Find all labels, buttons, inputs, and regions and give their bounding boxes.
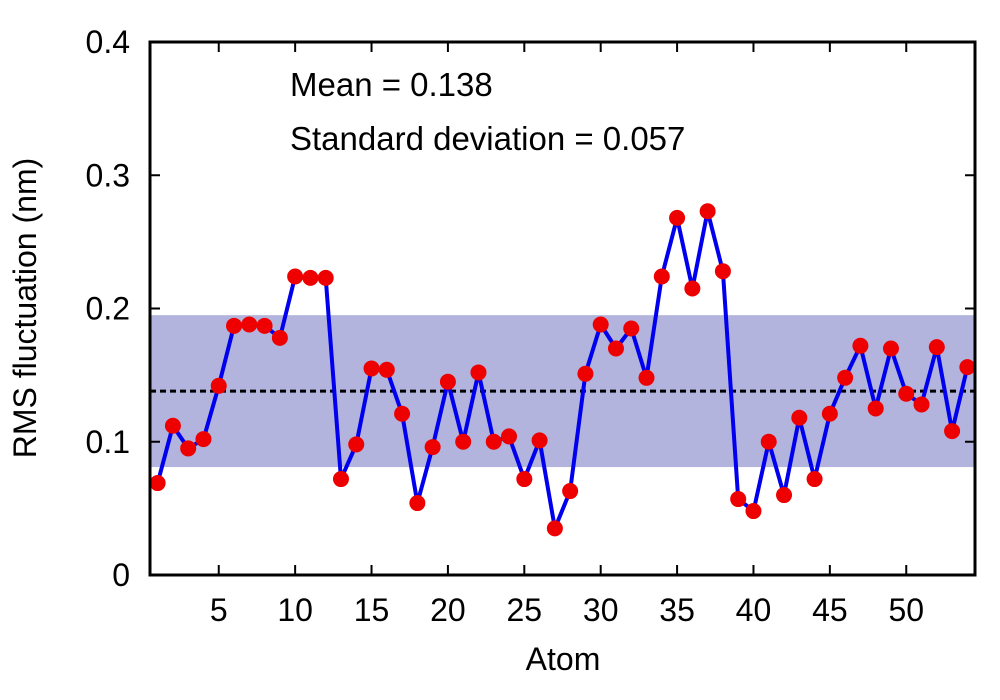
data-point — [806, 471, 823, 488]
data-point — [669, 209, 686, 226]
data-point — [287, 268, 304, 285]
data-point — [928, 339, 945, 356]
data-point — [867, 400, 884, 417]
data-point — [317, 269, 334, 286]
series-layer — [149, 203, 976, 537]
data-point — [714, 263, 731, 280]
y-tick-label: 0 — [112, 557, 130, 593]
data-point — [241, 316, 258, 333]
data-point — [852, 337, 869, 354]
std-annotation: Standard deviation = 0.057 — [290, 120, 685, 157]
data-point — [271, 329, 288, 346]
data-point — [653, 268, 670, 285]
data-point — [210, 377, 227, 394]
data-point — [730, 491, 747, 508]
y-tick-label: 0.1 — [86, 424, 130, 460]
x-tick-label: 45 — [812, 592, 848, 628]
data-point — [180, 440, 197, 457]
data-point — [378, 361, 395, 378]
data-point — [898, 385, 915, 402]
data-point — [577, 365, 594, 382]
x-tick-label: 40 — [736, 592, 772, 628]
y-axis-title: RMS fluctuation (nm) — [7, 158, 43, 459]
x-tick-label: 5 — [210, 592, 228, 628]
x-tick-label: 20 — [430, 592, 466, 628]
data-point — [745, 503, 762, 520]
data-point — [776, 487, 793, 504]
data-point — [791, 409, 808, 426]
data-point — [363, 360, 380, 377]
data-point — [699, 203, 716, 220]
x-tick-label: 15 — [354, 592, 390, 628]
data-point — [409, 495, 426, 512]
data-point — [164, 417, 181, 434]
data-point — [882, 340, 899, 357]
data-point — [531, 432, 548, 449]
x-tick-label: 30 — [583, 592, 619, 628]
data-point — [501, 428, 518, 445]
data-point — [149, 475, 166, 492]
data-point — [837, 369, 854, 386]
data-point — [470, 364, 487, 381]
data-point — [256, 317, 273, 334]
data-point — [348, 436, 365, 453]
x-tick-label: 35 — [659, 592, 695, 628]
data-point — [516, 471, 533, 488]
y-tick-label: 0.4 — [86, 24, 130, 60]
data-point — [607, 340, 624, 357]
y-tick-label: 0.3 — [86, 157, 130, 193]
x-tick-label: 50 — [888, 592, 924, 628]
y-tick-label: 0.2 — [86, 291, 130, 327]
data-point — [913, 396, 930, 413]
ticks-layer: 5 10 15 20 25 30 35 40 45 50 0 0.1 0.2 0.3 0.4 — [86, 24, 975, 628]
data-point — [684, 280, 701, 297]
data-point — [959, 359, 976, 376]
data-point — [332, 471, 349, 488]
data-point — [485, 433, 502, 450]
data-point — [439, 373, 456, 390]
data-point — [424, 439, 441, 456]
data-point — [821, 405, 838, 422]
data-point — [944, 423, 961, 440]
data-point — [623, 320, 640, 337]
x-tick-label: 25 — [507, 592, 543, 628]
data-point — [195, 431, 212, 448]
data-point — [455, 433, 472, 450]
mean-annotation: Mean = 0.138 — [290, 66, 493, 103]
data-point — [546, 520, 563, 537]
data-point — [760, 433, 777, 450]
data-point — [638, 369, 655, 386]
data-point — [592, 316, 609, 333]
data-point — [302, 269, 319, 286]
data-point — [562, 483, 579, 500]
data-point — [394, 405, 411, 422]
x-tick-label: 10 — [277, 592, 313, 628]
x-axis-title: Atom — [526, 641, 601, 677]
data-point — [226, 317, 243, 334]
